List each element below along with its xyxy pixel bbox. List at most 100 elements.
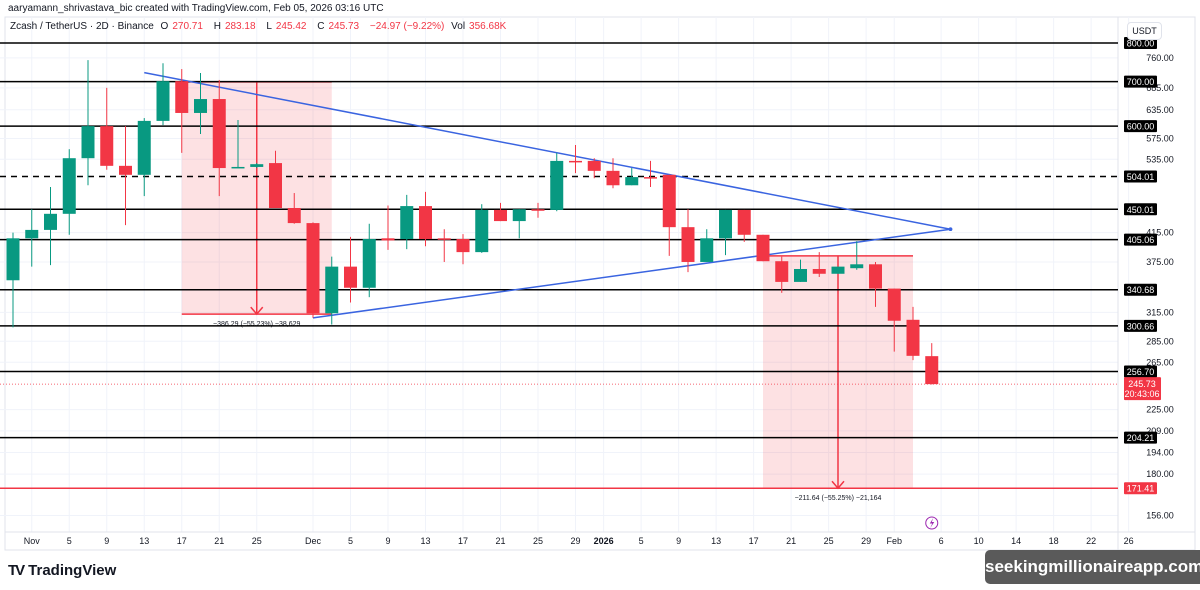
time-tick-label: Dec <box>305 536 322 546</box>
volume-value: 356.68K <box>469 21 507 32</box>
low-label: L <box>266 21 272 32</box>
open-label: O <box>160 21 169 32</box>
time-tick-label: 10 <box>974 536 984 546</box>
candle-down <box>100 126 114 166</box>
time-tick-label: 9 <box>104 536 109 546</box>
time-tick-label: 2026 <box>594 536 614 546</box>
candle-up <box>400 206 414 240</box>
trendline <box>144 71 951 230</box>
open-value: 270.71 <box>172 21 203 32</box>
price-level-label: 340.68 <box>1127 285 1155 295</box>
candle-down <box>587 160 601 171</box>
price-level-label: 800.00 <box>1127 39 1155 49</box>
time-tick-label: 13 <box>420 536 430 546</box>
price-tick-label: 265.00 <box>1146 357 1174 367</box>
currency-button[interactable]: USDT <box>1127 22 1162 40</box>
candle-up <box>850 264 864 269</box>
time-tick-label: 25 <box>824 536 834 546</box>
time-tick-label: 21 <box>214 536 224 546</box>
candle-down <box>437 238 451 240</box>
candle-up <box>550 160 564 210</box>
price-level-label: 204.21 <box>1127 433 1155 443</box>
trendline <box>312 228 951 319</box>
price-level-label: 600.00 <box>1127 122 1155 132</box>
candle-up <box>362 239 376 288</box>
price-level-badge <box>1124 319 1157 332</box>
high-value: 283.18 <box>224 21 256 32</box>
time-tick-label: 17 <box>177 536 187 546</box>
candle-down <box>175 81 189 113</box>
current-price-badge <box>1124 377 1161 401</box>
time-tick-label: 26 <box>1124 536 1134 546</box>
candle-down <box>381 238 395 241</box>
tradingview-logo[interactable]: TV TradingView <box>8 562 116 579</box>
measure-label: −211.64 (−55.25%) −21,164 <box>795 495 882 502</box>
candle-up <box>794 268 807 282</box>
symbol-name[interactable]: Zcash / TetherUS · 2D · Binance <box>10 21 154 32</box>
price-tick-label: 760.00 <box>1146 53 1174 63</box>
price-level-label: 504.01 <box>1127 172 1155 182</box>
candle-up <box>700 238 714 262</box>
watermark: seekingmillionaireapp.com <box>985 550 1200 584</box>
price-tick-label: 535.00 <box>1146 154 1174 164</box>
candle-down <box>569 160 582 163</box>
candle-down <box>925 356 939 385</box>
time-tick-label: 9 <box>676 536 681 546</box>
candle-up <box>625 177 639 186</box>
time-tick-label: 14 <box>1011 536 1021 546</box>
candle-down <box>306 223 320 314</box>
time-tick-label: 17 <box>458 536 468 546</box>
time-tick-label: 17 <box>749 536 759 546</box>
price-tick-label: 415.00 <box>1146 228 1174 238</box>
time-tick-label: 6 <box>939 536 944 546</box>
candle-up <box>6 238 20 281</box>
price-level-badge <box>1124 482 1157 495</box>
price-level-badge <box>1124 203 1157 216</box>
time-tick-label: 5 <box>67 536 72 546</box>
candle-down <box>119 165 132 175</box>
candle-up <box>250 164 264 167</box>
candle-down <box>775 261 789 282</box>
candle-down <box>681 227 695 262</box>
candle-up <box>156 81 170 121</box>
candle-up <box>194 99 207 113</box>
candle-up <box>719 209 732 239</box>
close-value: 245.73 <box>328 21 360 32</box>
candle-down <box>287 207 301 224</box>
candle-down <box>456 239 470 253</box>
candle-up <box>81 126 95 159</box>
price-tick-label: 635.00 <box>1146 105 1174 115</box>
price-level-badge <box>1124 365 1157 378</box>
price-level-badge <box>1124 170 1157 183</box>
candle-down <box>869 264 882 289</box>
candle-up <box>44 213 57 230</box>
time-tick-label: 22 <box>1086 536 1096 546</box>
time-tick-label: Feb <box>886 536 902 546</box>
price-level-label: 256.70 <box>1127 367 1155 377</box>
close-label: C <box>317 21 325 32</box>
candle-up <box>475 209 489 253</box>
candle-up <box>25 229 39 239</box>
price-level-label: 300.66 <box>1127 321 1155 331</box>
price-tick-label: 285.00 <box>1146 336 1174 346</box>
candle-down <box>494 209 507 222</box>
price-tick-label: 225.00 <box>1146 405 1174 415</box>
symbol-legend: Zcash / TetherUS · 2D · Binance O 270.71 … <box>10 21 514 32</box>
tradingview-logo-icon: TV <box>8 562 25 579</box>
volume-label: Vol <box>451 21 466 32</box>
candle-up <box>325 266 339 314</box>
price-level-badge <box>1124 75 1157 88</box>
candle-down <box>212 99 226 169</box>
measure-label: −386.29 (−55.23%) −38,629 <box>213 321 300 328</box>
time-tick-label: 9 <box>385 536 390 546</box>
measure-arrow-head <box>250 306 264 316</box>
chart-frame <box>4 16 1196 551</box>
low-value: 245.42 <box>275 21 307 32</box>
candle-down <box>906 319 920 356</box>
price-tick-label: 375.00 <box>1146 257 1174 267</box>
price-level-badge <box>1124 37 1157 49</box>
candle-down <box>419 206 432 240</box>
current-price-label: 245.73 <box>1128 379 1156 389</box>
candle-up <box>62 158 76 214</box>
